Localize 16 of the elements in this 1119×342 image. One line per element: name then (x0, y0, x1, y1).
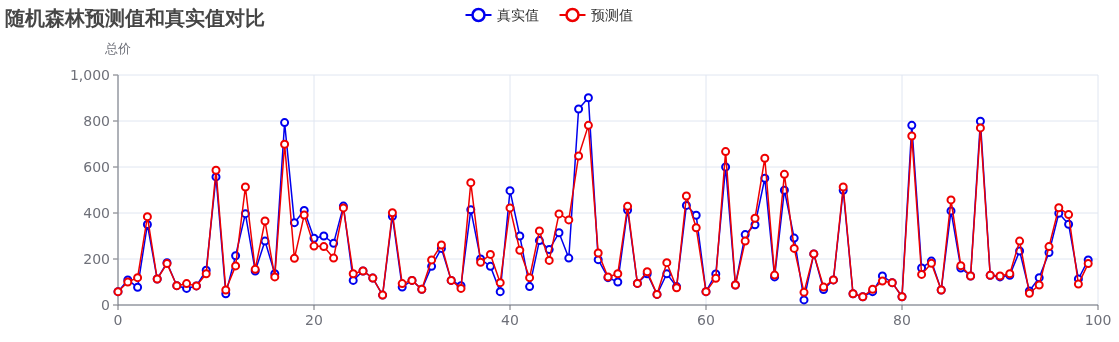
x-tick-label: 0 (113, 312, 123, 328)
y-tick-label: 200 (83, 251, 110, 267)
x-tick-label: 60 (697, 312, 715, 328)
legend-label: 预测值 (590, 7, 633, 23)
x-tick-label: 100 (1084, 312, 1112, 328)
x-tick-label: 20 (305, 312, 323, 328)
y-tick-label: 0 (101, 297, 110, 313)
y-tick-label: 800 (83, 113, 110, 129)
legend-label: 真实值 (496, 7, 539, 23)
x-tick-label: 80 (893, 312, 911, 328)
y-axis-title: 总价 (104, 41, 131, 56)
y-tick-label: 1,000 (69, 67, 110, 83)
x-tick-label: 40 (501, 312, 519, 328)
chart-title: 随机森林预测值和真实值对比 (5, 6, 265, 30)
y-tick-label: 600 (83, 159, 110, 175)
y-tick-label: 400 (83, 205, 110, 221)
